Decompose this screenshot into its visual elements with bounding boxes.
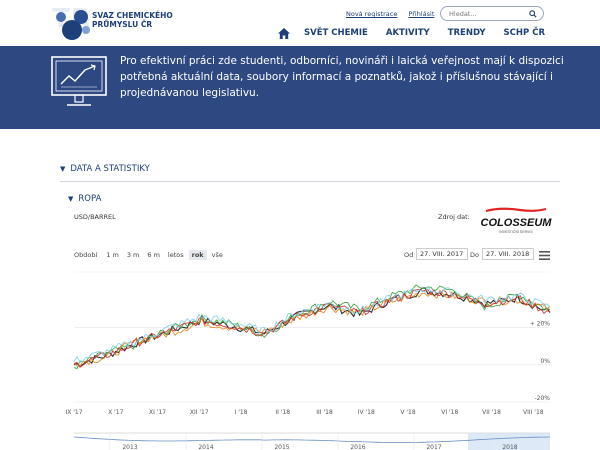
to-date-input[interactable]: 27. VIII. 2018 xyxy=(482,248,534,260)
logo[interactable]: TR SVAZ CHEMICKÉHO PRŮMYSLU ČR xyxy=(52,4,202,42)
navigator-year-label: 2015 xyxy=(274,444,289,450)
series-line xyxy=(73,284,551,370)
navigator-year-label: 2014 xyxy=(198,444,213,450)
x-tick-label: VII '18 xyxy=(482,409,501,416)
login-link[interactable]: Přihlásit xyxy=(408,10,435,18)
from-date-input[interactable]: 27. VIII. 2017 xyxy=(416,248,468,260)
range-button-year[interactable]: rok xyxy=(188,250,207,260)
nav-item-schp[interactable]: SCHP ČR xyxy=(503,28,545,38)
intro-banner: Pro efektivní práci zde studenti, odborn… xyxy=(0,46,600,129)
nav-item-aktivity[interactable]: AKTIVITY xyxy=(385,28,430,38)
nav-item-trendy[interactable]: TRENDY xyxy=(447,28,486,38)
section-toggle-data[interactable]: ▼ DATA A STATISTIKY xyxy=(60,164,150,174)
navigator-year-label: 2016 xyxy=(350,444,365,450)
search-box xyxy=(440,6,544,21)
range-button-1m[interactable]: 1 m xyxy=(106,251,119,259)
x-tick-label: XI '17 xyxy=(149,409,166,416)
logo-bubble xyxy=(56,12,66,22)
y-tick-label: -20% xyxy=(534,395,550,402)
series-line xyxy=(73,289,551,367)
series-line xyxy=(73,285,551,363)
range-button-3m[interactable]: 3 m xyxy=(126,251,140,259)
banner-text: Pro efektivní práci zde studenti, odborn… xyxy=(120,55,564,99)
range-button-all[interactable]: vše xyxy=(211,251,223,259)
x-tick-label: V '18 xyxy=(400,409,415,416)
range-button-ytd[interactable]: letos xyxy=(167,251,184,259)
section-title: DATA A STATISTIKY xyxy=(70,164,150,174)
navigator-year-label: 2017 xyxy=(426,444,441,450)
x-tick-label: II '18 xyxy=(275,409,290,416)
chart-unit: USD/BARREL xyxy=(74,213,116,221)
colosseum-logo[interactable]: COLOSSEUM INVESTIČNÍ SERVIS xyxy=(480,207,552,237)
x-tick-label: IV '18 xyxy=(358,409,375,416)
logo-bubble xyxy=(74,10,88,24)
divider xyxy=(60,181,560,182)
register-link[interactable]: Nová registrace xyxy=(346,10,398,18)
top-links: Nová registrace Přihlásit xyxy=(346,10,443,18)
period-label: Období xyxy=(74,251,98,259)
range-button-6m[interactable]: 6 m xyxy=(147,251,160,259)
menu-icon[interactable] xyxy=(539,251,550,260)
logo-name-line: PRŮMYSLU ČR xyxy=(92,19,153,29)
x-tick-label: VIII '18 xyxy=(523,409,544,416)
logo-name-line: SVAZ CHEMICKÉHO xyxy=(92,11,173,20)
main-nav: SVĚT CHEMIE AKTIVITY TRENDY SCHP ČR xyxy=(278,25,563,41)
x-tick-label: XII '17 xyxy=(190,409,209,416)
subsection-title: ROPA xyxy=(78,194,102,204)
from-label: Od xyxy=(404,251,414,259)
colosseum-logo-text: COLOSSEUM xyxy=(481,217,552,229)
navigator-year-label: 2018 xyxy=(502,444,517,450)
colosseum-logo-subtext: INVESTIČNÍ SERVIS xyxy=(499,229,533,234)
triangle-down-icon: ▼ xyxy=(68,195,74,203)
search-input[interactable] xyxy=(449,8,527,19)
x-tick-label: VI '18 xyxy=(441,409,458,416)
triangle-down-icon: ▼ xyxy=(60,165,66,173)
y-tick-label: 0% xyxy=(540,358,550,365)
site-header: TR SVAZ CHEMICKÉHO PRŮMYSLU ČR Nová regi… xyxy=(0,0,600,46)
y-tick-label: + 20% xyxy=(530,321,551,328)
x-tick-label: X '17 xyxy=(108,409,123,416)
period-selector: Období 1 m 3 m 6 m letos rok vše xyxy=(74,250,228,260)
section-toggle-ropa[interactable]: ▼ ROPA xyxy=(68,194,101,204)
x-tick-label: III '18 xyxy=(316,409,333,416)
search-icon[interactable] xyxy=(529,10,537,18)
series-line xyxy=(73,288,551,368)
logo-bubble xyxy=(82,26,90,34)
x-tick-label: IX '17 xyxy=(65,409,82,416)
navigator-year-label: 2013 xyxy=(122,444,137,450)
nav-item-svet-chemie[interactable]: SVĚT CHEMIE xyxy=(304,28,368,38)
to-label: Do xyxy=(470,251,479,259)
x-tick-label: I '18 xyxy=(235,409,248,416)
home-icon[interactable] xyxy=(278,27,290,39)
logo-bubble xyxy=(62,20,82,40)
monitor-chart-icon xyxy=(51,56,107,106)
logo-name: SVAZ CHEMICKÉHO PRŮMYSLU ČR xyxy=(92,11,173,29)
source-label: Zdroj dat: xyxy=(438,213,470,221)
navigator-line xyxy=(73,436,551,443)
